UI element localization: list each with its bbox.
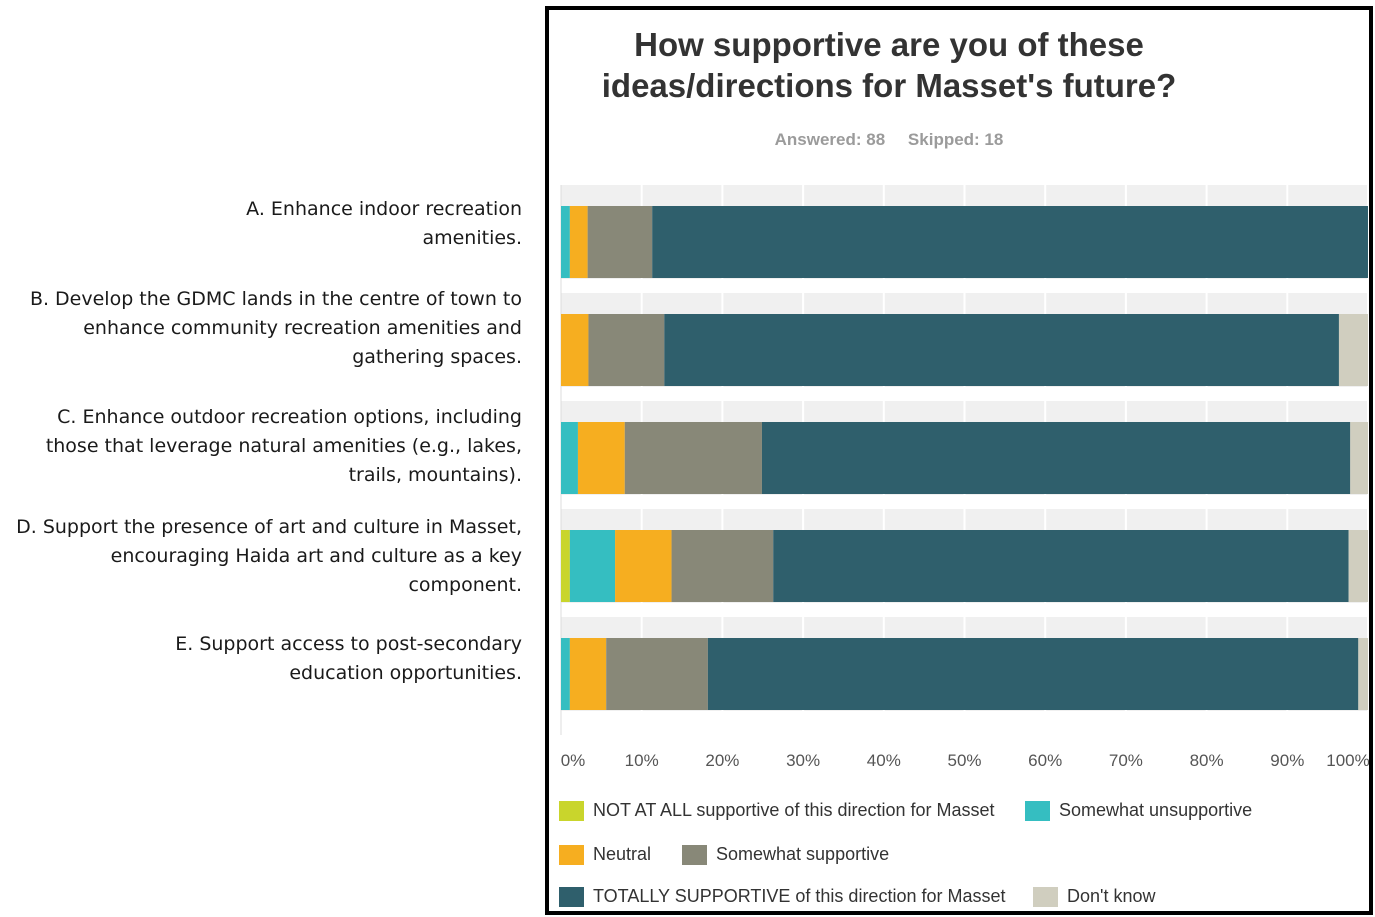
x-tick-label: 90% <box>1270 751 1304 770</box>
category-label-line: component. <box>408 574 522 596</box>
category-label: D. Support the presence of art and cultu… <box>16 513 522 600</box>
category-label-line: C. Enhance outdoor recreation options, i… <box>57 406 522 428</box>
bar-segment <box>561 422 578 494</box>
legend-label: Somewhat unsupportive <box>1059 800 1253 820</box>
bar-segment <box>615 530 672 602</box>
category-label-line: A. Enhance indoor recreation <box>246 198 522 220</box>
category-label-line: trails, mountains). <box>348 464 522 486</box>
bar-segment <box>1350 422 1368 494</box>
legend-swatch <box>1033 886 1058 907</box>
chart-title-line-2: ideas/directions for Masset's future? <box>601 67 1177 104</box>
bar-segment <box>577 422 625 494</box>
category-label-line: B. Develop the GDMC lands in the centre … <box>29 288 522 310</box>
bar-segment <box>1358 638 1368 710</box>
bar-segment <box>587 206 653 278</box>
answered-count: Answered: 88 <box>774 130 886 149</box>
bar-segment <box>569 206 588 278</box>
x-tick-label: 20% <box>705 751 739 770</box>
bar-segment <box>588 314 665 386</box>
bar-segment <box>1348 530 1368 602</box>
bar-segment <box>561 206 570 278</box>
x-tick-label: 0% <box>561 751 586 770</box>
legend-swatch <box>559 886 584 907</box>
bar-segment <box>561 638 570 710</box>
x-tick-label: 10% <box>625 751 659 770</box>
bar-segment <box>569 530 616 602</box>
bar-segment <box>671 530 774 602</box>
legend-swatch <box>559 844 584 865</box>
x-tick-label: 30% <box>786 751 820 770</box>
chart-title-line-1: How supportive are you of these <box>634 26 1144 63</box>
x-tick-label: 50% <box>947 751 981 770</box>
category-label: A. Enhance indoor recreation amenities. <box>246 195 522 253</box>
chart-frame: How supportive are you of these ideas/di… <box>545 6 1373 915</box>
category-label-line: E. Support access to post-secondary <box>175 633 522 655</box>
skipped-count: Skipped: 18 <box>907 130 1004 149</box>
legend-item: Don't know <box>1033 886 1155 907</box>
bar-segment <box>561 530 570 602</box>
legend-item: TOTALLY SUPPORTIVE of this direction for… <box>559 886 1006 907</box>
legend-item: Neutral <box>559 844 651 865</box>
bar-segment <box>761 422 1351 494</box>
category-label-line: gathering spaces. <box>352 346 522 368</box>
legend-item: Somewhat unsupportive <box>1025 800 1252 821</box>
x-tick-label: 40% <box>867 751 901 770</box>
category-label-line: encouraging Haida art and culture as a k… <box>110 545 522 567</box>
stacked-bar-plot: 0% 10% 20% 30% 40% 50% 60% 70% 80% 90% 100% <box>560 185 1369 770</box>
legend-label: Neutral <box>593 844 652 864</box>
category-label: E. Support access to post-secondary educa… <box>175 630 522 688</box>
bar-segment <box>569 638 607 710</box>
legend-swatch <box>682 844 707 865</box>
bar-segment <box>561 314 589 386</box>
response-counts: Answered: 88 Skipped: 18 <box>549 130 1229 150</box>
chart-title: How supportive are you of these ideas/di… <box>549 24 1229 106</box>
category-label-line: enhance community recreation amenities a… <box>83 317 522 339</box>
legend-label: TOTALLY SUPPORTIVE of this direction for… <box>593 886 1006 906</box>
legend-swatch <box>1025 800 1050 821</box>
bar-segment <box>707 638 1359 710</box>
bar-segment <box>1338 314 1368 386</box>
category-label-line: D. Support the presence of art and cultu… <box>16 516 522 538</box>
legend-item: Somewhat supportive <box>682 844 889 865</box>
legend-label: Somewhat supportive <box>716 844 890 864</box>
category-label: C. Enhance outdoor recreation options, i… <box>46 403 522 490</box>
legend-label: NOT AT ALL supportive of this direction … <box>593 800 995 820</box>
bar-segment <box>664 314 1339 386</box>
x-tick-label: 80% <box>1190 751 1224 770</box>
bar-segment <box>652 206 1368 278</box>
x-tick-label: 100% <box>1326 751 1369 770</box>
category-label-line: education opportunities. <box>289 662 522 684</box>
category-label: B. Develop the GDMC lands in the centre … <box>30 285 522 372</box>
legend-item: NOT AT ALL supportive of this direction … <box>559 800 995 821</box>
category-label-line: those that leverage natural amenities (e… <box>45 435 522 457</box>
bar-segment <box>606 638 708 710</box>
x-tick-label: 60% <box>1028 751 1062 770</box>
category-label-line: amenities. <box>422 227 522 249</box>
x-tick-label: 70% <box>1109 751 1143 770</box>
legend-label: Don't know <box>1067 886 1156 906</box>
legend-swatch <box>559 800 584 821</box>
bar-segment <box>624 422 762 494</box>
bar-segment <box>773 530 1349 602</box>
